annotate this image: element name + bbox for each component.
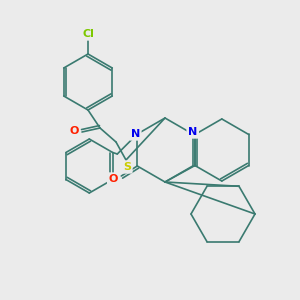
Text: O: O [109,174,118,184]
Text: Cl: Cl [82,29,94,39]
Text: O: O [69,126,79,136]
Text: N: N [131,129,140,139]
Text: N: N [188,127,197,137]
Text: S: S [123,162,131,172]
